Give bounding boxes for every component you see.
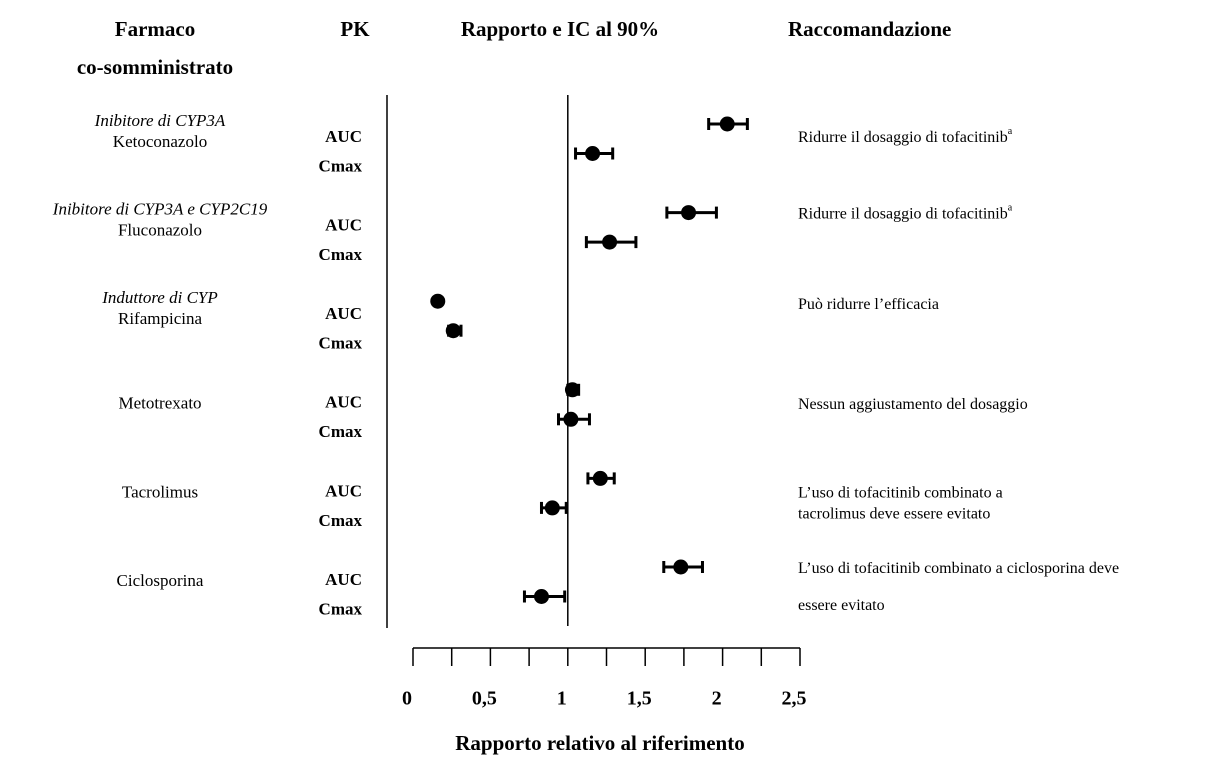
recommendation: L’uso di tofacitinib combinato a	[798, 484, 1003, 501]
header-drug: Farmaco	[115, 17, 195, 41]
point-estimate	[719, 116, 735, 132]
recommendation: Ridurre il dosaggio di tofacitiniba	[798, 126, 1013, 145]
pk-label: Cmax	[319, 245, 363, 264]
pk-label: Cmax	[319, 156, 363, 175]
point-estimate	[602, 234, 618, 250]
pk-label: Cmax	[319, 422, 363, 441]
drug-name: Tacrolimus	[122, 482, 198, 501]
x-tick-label: 2	[712, 688, 722, 710]
recommendation: Nessun aggiustamento del dosaggio	[798, 395, 1028, 412]
pk-label: AUC	[325, 216, 362, 235]
point-estimate	[445, 323, 461, 339]
recommendation: Può ridurre l’efficacia	[798, 296, 939, 313]
point-estimate	[564, 382, 580, 398]
point-estimate	[533, 589, 549, 604]
x-tick-label: 1,5	[627, 688, 652, 710]
recommendation-text: Può ridurre l’efficacia	[798, 296, 939, 313]
recommendation-text: L’uso di tofacitinib combinato a	[798, 484, 1003, 501]
drug-name: Ketoconazolo	[113, 132, 207, 151]
recommendation: tacrolimus deve essere evitato	[798, 505, 990, 522]
point-estimate	[585, 146, 601, 161]
pk-label: AUC	[325, 393, 362, 412]
x-axis-title: Rapporto relativo al riferimento	[455, 731, 744, 755]
pk-label: AUC	[325, 481, 362, 500]
pk-label: Cmax	[319, 334, 363, 353]
point-estimate	[430, 293, 446, 309]
recommendation-text: L’uso di tofacitinib combinato a ciclosp…	[798, 560, 1119, 577]
drug-name: Metotrexato	[118, 394, 201, 413]
recommendation-text: Ridurre il dosaggio di tofacitinib	[798, 129, 1008, 146]
recommendation-text: essere evitato	[798, 597, 885, 614]
point-estimate	[673, 559, 689, 575]
point-estimate	[544, 500, 560, 516]
x-tick-label: 0,5	[472, 688, 497, 710]
drug-name: Rifampicina	[118, 309, 202, 328]
drug-name: Ciclosporina	[117, 571, 204, 590]
pk-label: AUC	[325, 127, 362, 146]
recommendation-text: tacrolimus deve essere evitato	[798, 505, 990, 522]
drug-class: Inibitore di CYP3A	[94, 111, 226, 130]
recommendation: essere evitato	[798, 597, 885, 614]
header-pk: PK	[340, 17, 370, 41]
recommendation-text: Ridurre il dosaggio di tofacitinib	[798, 205, 1008, 222]
x-tick-label: 1	[557, 688, 567, 710]
recommendation: L’uso di tofacitinib combinato a ciclosp…	[798, 560, 1119, 577]
point-estimate	[681, 205, 697, 221]
footnote-mark: a	[1008, 126, 1013, 137]
drug-class: Induttore di CYP	[101, 288, 218, 307]
x-tick-label: 0	[402, 688, 412, 710]
recommendation: Ridurre il dosaggio di tofacitiniba	[798, 203, 1013, 222]
header-ratio: Rapporto e IC al 90%	[461, 17, 659, 41]
recommendation-text: Nessun aggiustamento del dosaggio	[798, 395, 1028, 412]
point-estimate	[563, 411, 579, 427]
x-tick-label: 2,5	[782, 688, 807, 710]
pk-label: Cmax	[319, 511, 363, 530]
drug-name: Fluconazolo	[118, 221, 202, 240]
header-drug: co-somministrato	[77, 55, 233, 79]
point-estimate	[592, 470, 608, 486]
pk-label: AUC	[325, 304, 362, 323]
pk-label: AUC	[325, 570, 362, 589]
header-recommendation: Raccomandazione	[788, 17, 951, 41]
footnote-mark: a	[1008, 203, 1013, 214]
drug-class: Inibitore di CYP3A e CYP2C19	[52, 200, 268, 219]
pk-label: Cmax	[319, 599, 363, 618]
